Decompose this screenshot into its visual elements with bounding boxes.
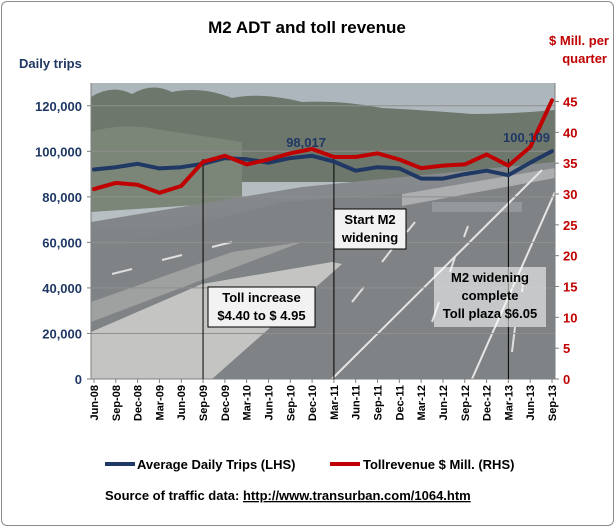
x-tick-label: Mar-12: [416, 385, 428, 420]
source-prefix: Source of traffic data:: [105, 488, 243, 503]
annotation-text: widening: [341, 230, 398, 245]
x-tick-label: Mar-10: [242, 385, 254, 420]
x-tick-label: Dec-09: [220, 385, 232, 421]
x-tick-label: Mar-11: [329, 385, 341, 420]
source-link[interactable]: http://www.transurban.com/1064.htm: [243, 488, 471, 503]
x-axis-ticks: Jun-08 Sep-08 Dec-08 Mar-09 Jun-09 Sep-09 Dec-…: [89, 379, 559, 421]
chart-title: M2 ADT and toll revenue: [208, 18, 406, 37]
right-tick-label: 40: [563, 125, 577, 140]
photo-wash: [91, 83, 555, 379]
x-tick-label: Jun-11: [351, 385, 363, 420]
legend: Average Daily Trips (LHS) Tollrevenue $ …: [105, 457, 514, 472]
left-tick-label: 100,000: [35, 144, 82, 159]
right-axis-ticks: 0 5 10 15 20 25 30 35 40 45: [555, 95, 577, 387]
data-label: 100,109: [503, 130, 550, 145]
x-tick-label: Jun-12: [438, 385, 450, 420]
annotation-text: Toll increase: [222, 290, 301, 305]
left-tick-label: 20,000: [42, 326, 82, 341]
x-tick-label: Dec-10: [307, 385, 319, 421]
left-axis-ticks: 0 20,000 40,000 60,000 80,000 100,000 120,000: [35, 99, 91, 387]
left-axis-title: Daily trips: [19, 56, 82, 71]
right-tick-label: 5: [563, 341, 570, 356]
legend-label-adt: Average Daily Trips (LHS): [137, 457, 295, 472]
series-line-average-daily-trips: [92, 149, 554, 181]
left-tick-label: 80,000: [42, 190, 82, 205]
right-axis-title-line-1: $ Mill. per: [549, 33, 609, 48]
x-tick-label: Mar-09: [154, 385, 166, 420]
series-line-toll-revenue: [92, 98, 554, 195]
right-tick-label: 25: [563, 218, 577, 233]
highway-photo-background: [91, 83, 555, 379]
x-tick-label: Sep-11: [373, 385, 385, 420]
right-tick-label: 20: [563, 249, 577, 264]
annotation-box: [333, 208, 407, 250]
x-tick-label: Mar-13: [503, 385, 515, 420]
right-tick-label: 30: [563, 187, 577, 202]
source-note: Source of traffic data: http://www.trans…: [105, 488, 471, 503]
data-labels: 98,017 100,109: [286, 130, 550, 150]
annotation-box: [434, 267, 546, 327]
right-tick-label: 10: [563, 310, 577, 325]
x-tick-label: Sep-12: [460, 385, 472, 421]
legend-label-revenue: Tollrevenue $ Mill. (RHS): [363, 457, 514, 472]
x-tick-label: Dec-12: [482, 385, 494, 421]
annotation-box: [207, 286, 316, 328]
x-tick-label: Jun-08: [89, 385, 101, 420]
x-tick-label: Sep-09: [198, 385, 210, 421]
annotation-text: Toll plaza $6.05: [443, 306, 537, 321]
x-tick-label: Jun-09: [176, 385, 188, 420]
right-tick-label: 45: [563, 95, 577, 110]
left-tick-label: 40,000: [42, 281, 82, 296]
data-label: 98,017: [286, 135, 326, 150]
annotation-text: $4.40 to $ 4.95: [217, 308, 305, 323]
annotation-text: Start M2: [344, 212, 395, 227]
x-tick-label: Sep-13: [547, 385, 559, 421]
annotations: Toll increase $4.40 to $ 4.95 Start M2 wide…: [202, 159, 546, 379]
x-tick-label: Sep-08: [111, 385, 123, 421]
right-tick-label: 0: [563, 372, 570, 387]
left-tick-label: 0: [75, 372, 82, 387]
x-tick-label: Jun-10: [263, 385, 275, 420]
left-tick-label: 120,000: [35, 99, 82, 114]
annotation-text: M2 widening: [451, 270, 529, 285]
left-tick-label: 60,000: [42, 235, 82, 250]
x-tick-label: Dec-08: [133, 385, 145, 421]
right-tick-label: 35: [563, 156, 577, 171]
x-tick-label: Dec-11: [394, 385, 406, 420]
right-axis-title-line-2: quarter: [562, 51, 607, 66]
annotation-text: complete: [461, 288, 518, 303]
x-tick-label: Sep-10: [285, 385, 297, 421]
x-tick-label: Jun-13: [525, 385, 537, 420]
right-tick-label: 15: [563, 280, 577, 295]
